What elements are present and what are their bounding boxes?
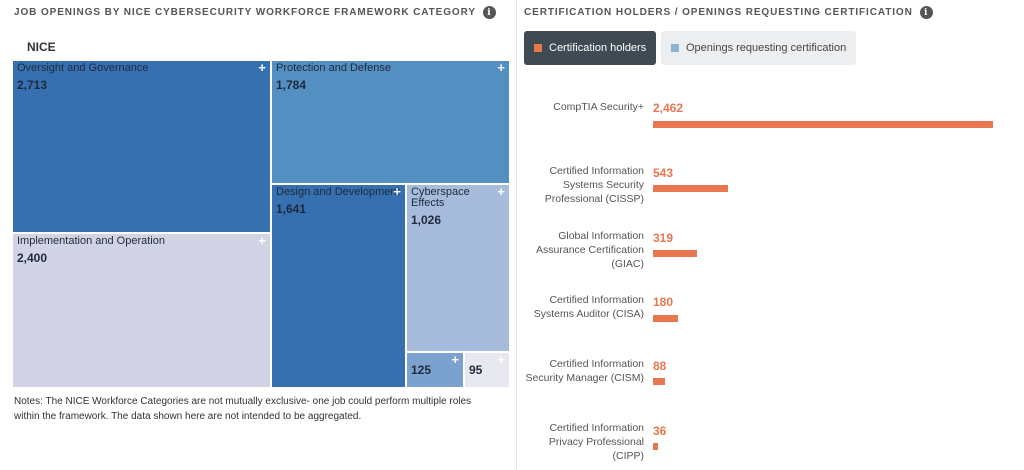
treemap-cell[interactable]: Protection and Defense 1,784 + (272, 61, 509, 183)
certification-value: 319 (653, 231, 674, 245)
treemap-root-label: NICE (27, 40, 56, 54)
treemap-cell[interactable]: 125 + (407, 353, 463, 387)
treemap-cell-label: Protection and Defense (276, 62, 391, 74)
certification-bar[interactable] (653, 443, 658, 450)
expand-plus-icon[interactable]: + (451, 353, 459, 367)
treemap-cell[interactable]: Cyberspace Effects 1,026 + (407, 185, 509, 351)
treemap-cell-label: Design and Development (276, 186, 400, 198)
treemap-cell-value: 95 (469, 363, 483, 377)
treemap-cell-label: Implementation and Operation (17, 235, 165, 247)
certification-value: 180 (653, 295, 674, 309)
certification-value: 36 (653, 424, 667, 438)
treemap-cell-value: 2,400 (17, 251, 48, 265)
treemap-cell-value: 125 (411, 363, 432, 377)
treemap-title-text: JOB OPENINGS BY NICE CYBERSECURITY WORKF… (14, 7, 476, 18)
legend-certification-holders-button[interactable]: Certification holders (524, 31, 657, 65)
certification-value: 88 (653, 359, 667, 373)
expand-plus-icon[interactable]: + (497, 61, 505, 75)
treemap-cell[interactable]: Oversight and Governance 2,713 + (13, 61, 270, 232)
certification-value: 543 (653, 166, 674, 180)
section-divider (516, 0, 517, 470)
treemap-cell-label: Oversight and Governance (17, 62, 149, 74)
treemap-section-title: JOB OPENINGS BY NICE CYBERSECURITY WORKF… (14, 6, 496, 19)
legend-swatch (671, 44, 679, 52)
treemap-cell[interactable]: Implementation and Operation 2,400 + (13, 234, 270, 387)
treemap-cell-value: 1,784 (276, 78, 307, 92)
info-icon[interactable]: i (919, 6, 933, 19)
legend-label: Openings requesting certification (686, 42, 847, 54)
expand-plus-icon[interactable]: + (258, 61, 266, 75)
certification-bar[interactable] (653, 121, 993, 128)
certification-label: Certified Information Systems Security P… (544, 165, 644, 205)
certification-label: Certified Information Systems Auditor (C… (533, 294, 644, 320)
certification-bar[interactable] (653, 315, 678, 322)
expand-plus-icon[interactable]: + (258, 234, 266, 248)
legend-openings-button[interactable]: Openings requesting certification (661, 31, 857, 65)
treemap-cell[interactable]: 95 + (465, 353, 509, 387)
treemap-cell[interactable]: Design and Development 1,641 + (272, 185, 405, 387)
certification-title-text: CERTIFICATION HOLDERS / OPENINGS REQUEST… (524, 7, 913, 18)
certification-label: Certified Information Privacy Profession… (548, 422, 644, 462)
info-icon[interactable]: i (482, 6, 496, 19)
legend-swatch (534, 44, 542, 52)
treemap-cell-value: 1,641 (276, 202, 307, 216)
certification-label: Certified Information Security Manager (… (525, 358, 644, 384)
certification-value: 2,462 (653, 101, 684, 115)
notes-text: Notes: The NICE Workforce Categories are… (14, 396, 472, 422)
certification-bar[interactable] (653, 185, 728, 192)
certification-label: CompTIA Security+ (553, 101, 644, 113)
expand-plus-icon[interactable]: + (393, 185, 401, 199)
certification-bar[interactable] (653, 378, 665, 385)
expand-plus-icon[interactable]: + (497, 185, 505, 199)
treemap-cell-label: Cyberspace Effects (411, 186, 470, 209)
nice-treemap: Oversight and Governance 2,713 + Protection… (13, 61, 509, 387)
legend-label: Certification holders (549, 42, 647, 54)
treemap-cell-value: 1,026 (411, 213, 442, 227)
treemap-cell-value: 2,713 (17, 78, 48, 92)
certification-bar[interactable] (653, 250, 697, 257)
expand-plus-icon[interactable]: + (497, 353, 505, 367)
certification-section-title: CERTIFICATION HOLDERS / OPENINGS REQUEST… (524, 6, 933, 19)
certification-label: Global Information Assurance Certificati… (536, 230, 644, 270)
